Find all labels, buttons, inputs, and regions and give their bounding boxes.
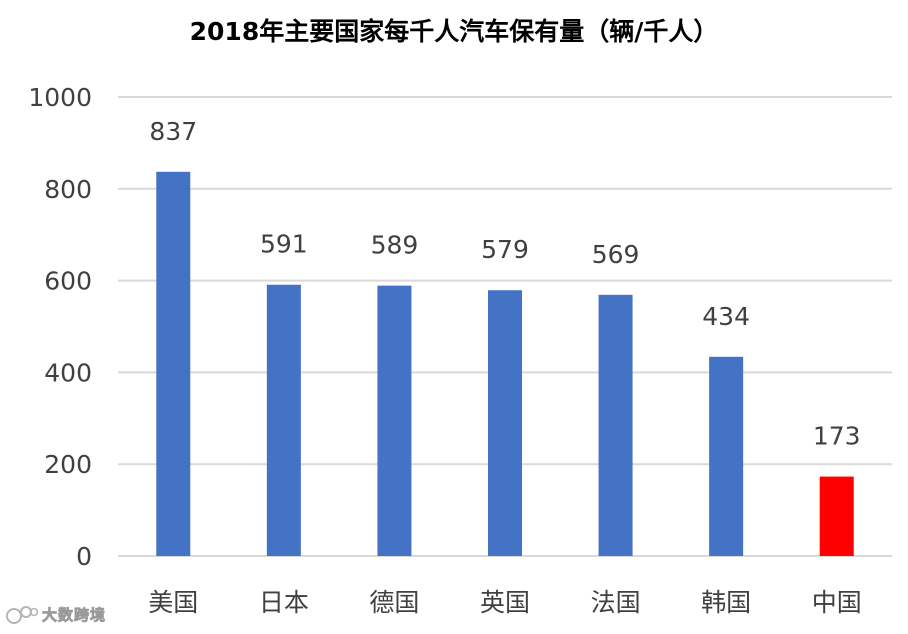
x-axis-ticks: 美国 日本 德国 英国 法国 韩国 中国 — [148, 588, 861, 617]
x-tick-label: 法国 — [591, 588, 641, 617]
data-label: 591 — [260, 230, 308, 259]
x-tick-label: 英国 — [480, 588, 530, 617]
x-tick-label: 韩国 — [701, 588, 751, 617]
y-tick-label: 0 — [76, 542, 92, 571]
data-labels: 837 591 589 579 569 434 173 — [149, 117, 860, 451]
watermark: 大数跨境 — [4, 600, 124, 630]
bar — [266, 284, 301, 556]
data-label: 434 — [702, 302, 750, 331]
watermark-text: 大数跨境 — [42, 606, 107, 625]
data-label: 579 — [481, 235, 529, 264]
bar — [709, 356, 744, 556]
bar — [488, 290, 522, 556]
data-label: 837 — [149, 117, 197, 146]
x-tick-label: 日本 — [259, 588, 309, 617]
x-tick-label: 美国 — [148, 588, 198, 617]
y-tick-label: 200 — [44, 450, 92, 479]
data-label: 173 — [813, 422, 861, 451]
x-tick-label: 德国 — [369, 588, 419, 617]
bar — [819, 476, 854, 556]
y-tick-label: 1000 — [28, 83, 92, 112]
y-tick-label: 800 — [44, 175, 92, 204]
bars — [156, 171, 854, 556]
watermark-logo-icon — [6, 606, 39, 624]
y-axis-ticks: 0 200 400 600 800 1000 — [28, 83, 92, 571]
chart-title: 2018年主要国家每千人汽车保有量（辆/千人） — [189, 17, 719, 46]
bar — [377, 285, 412, 556]
x-tick-label: 中国 — [812, 588, 862, 617]
data-label: 569 — [592, 240, 640, 269]
data-label: 589 — [371, 231, 419, 260]
y-tick-label: 400 — [44, 358, 92, 387]
bar — [598, 294, 633, 556]
bar — [156, 171, 191, 556]
y-tick-label: 600 — [44, 267, 92, 296]
